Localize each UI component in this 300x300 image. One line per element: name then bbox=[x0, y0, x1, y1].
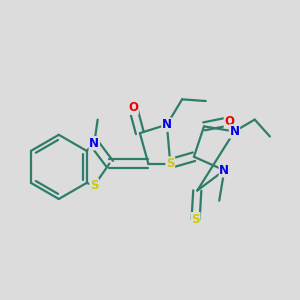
Text: N: N bbox=[162, 118, 172, 131]
Text: O: O bbox=[224, 115, 234, 128]
Text: N: N bbox=[219, 164, 229, 177]
Text: N: N bbox=[89, 137, 99, 150]
Text: S: S bbox=[90, 179, 98, 192]
Text: S: S bbox=[166, 157, 175, 170]
Text: O: O bbox=[128, 101, 138, 114]
Text: S: S bbox=[191, 213, 200, 226]
Text: N: N bbox=[230, 125, 239, 138]
